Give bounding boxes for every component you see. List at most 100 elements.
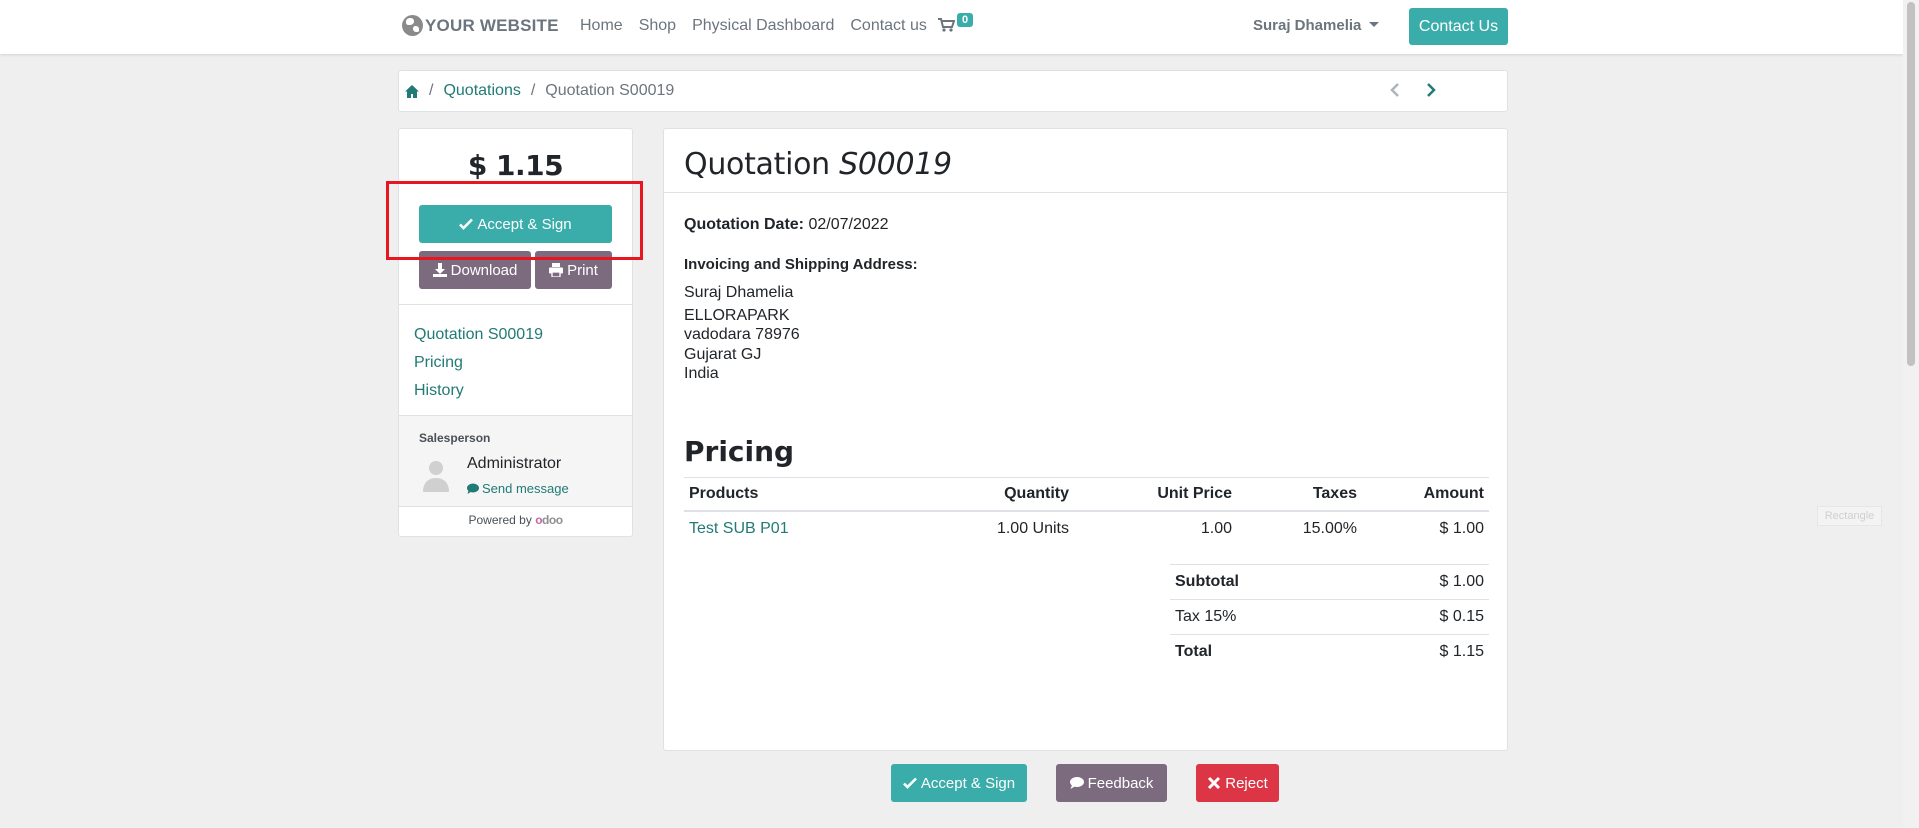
sidebar-accept-sign-button[interactable]: Accept & Sign	[419, 205, 612, 243]
address-title: Invoicing and Shipping Address:	[684, 256, 918, 273]
feedback-label: Feedback	[1087, 774, 1154, 792]
totals-table: Subtotal $ 1.00 Tax 15% $ 0.15 Total $ 1…	[1170, 564, 1489, 670]
reject-button[interactable]: Reject	[1196, 764, 1279, 802]
sidebar-divider	[399, 304, 632, 305]
site-logo[interactable]: YOUR WEBSITE	[402, 15, 559, 36]
reject-label: Reject	[1225, 774, 1268, 792]
quotation-date: Quotation Date: 02/07/2022	[684, 216, 889, 234]
table-header-row: Products Quantity Unit Price Taxes Amoun…	[684, 477, 1489, 512]
header-quantity: Quantity	[914, 477, 1074, 512]
tax-label: Tax 15%	[1170, 599, 1354, 635]
scrollbar-thumb[interactable]	[1907, 2, 1915, 366]
comment-icon	[467, 483, 479, 494]
total-label: Total	[1170, 634, 1354, 670]
check-icon	[902, 777, 917, 789]
header-taxes: Taxes	[1237, 477, 1362, 512]
sidebar-nav: Quotation S00019 Pricing History	[414, 321, 543, 405]
chevron-left-icon[interactable]	[1389, 82, 1401, 98]
breadcrumb-separator: /	[429, 82, 434, 99]
record-pager	[1389, 82, 1437, 98]
header-products: Products	[684, 477, 914, 512]
cart-count-badge: 0	[957, 13, 974, 27]
user-menu-dropdown[interactable]: Suraj Dhamelia	[1253, 17, 1380, 34]
quotation-date-value: 02/07/2022	[808, 216, 889, 233]
sidebar-divider	[399, 415, 632, 416]
address-line: India	[684, 365, 719, 382]
page-title: Quotation S00019	[684, 147, 952, 182]
send-message-link[interactable]: Send message	[467, 481, 569, 496]
address-line: ELLORAPARK	[684, 306, 790, 324]
nav-links: Home Shop Physical Dashboard Contact us	[580, 17, 943, 35]
header-amount: Amount	[1362, 477, 1489, 512]
sidebar-nav-quotation[interactable]: Quotation S00019	[414, 326, 543, 343]
close-icon	[1208, 776, 1221, 790]
cell-quantity: 1.00 Units	[996, 520, 1069, 537]
nav-link-physical-dashboard[interactable]: Physical Dashboard	[692, 17, 835, 34]
sidebar-nav-history[interactable]: History	[414, 382, 464, 399]
breadcrumb-separator: /	[530, 82, 536, 99]
globe-icon	[402, 15, 423, 36]
chevron-right-icon[interactable]	[1425, 82, 1437, 98]
quotation-date-label: Quotation Date:	[684, 216, 804, 233]
quotation-card: Quotation S00019 Quotation Date: 02/07/2…	[663, 128, 1508, 751]
breadcrumb-quotations-link[interactable]: Quotations	[443, 82, 521, 99]
send-message-label: Send message	[482, 481, 569, 496]
nav-link-shop[interactable]: Shop	[638, 17, 677, 34]
top-navbar: YOUR WEBSITE Home Shop Physical Dashboar…	[0, 0, 1903, 54]
salesperson-name: Administrator	[467, 455, 562, 472]
comment-icon	[1069, 777, 1084, 789]
feedback-button[interactable]: Feedback	[1056, 764, 1167, 802]
title-divider	[664, 192, 1507, 193]
cell-amount: $ 1.00	[1439, 520, 1484, 537]
printer-icon	[549, 263, 564, 277]
page-scrollbar[interactable]	[1903, 0, 1919, 828]
header-unit-price: Unit Price	[1074, 477, 1237, 512]
pricing-title: Pricing	[684, 435, 795, 468]
cell-taxes: 15.00%	[1302, 520, 1357, 537]
address-block: Suraj Dhamelia ELLORAPARK vadodara 78976…	[684, 283, 800, 384]
nav-link-contact-us[interactable]: Contact us	[850, 17, 927, 34]
subtotal-row: Subtotal $ 1.00	[1170, 564, 1489, 600]
user-name: Suraj Dhamelia	[1253, 17, 1362, 34]
tax-value: $ 0.15	[1353, 599, 1489, 635]
title-number: S00019	[839, 147, 952, 182]
odoo-logo[interactable]: odoo	[535, 513, 563, 527]
powered-by-label: Powered by	[468, 513, 532, 527]
caret-down-icon	[1369, 22, 1380, 27]
total-value: $ 1.15	[1353, 634, 1489, 670]
address-line: vadodara 78976	[684, 326, 800, 343]
cart-link[interactable]: 0	[938, 13, 974, 33]
product-link[interactable]: Test SUB P01	[689, 520, 789, 537]
nav-link-home[interactable]: Home	[580, 17, 623, 34]
print-label: Print	[567, 261, 598, 279]
odoo-logo-o: o	[535, 513, 543, 527]
total-amount: $ 1.15	[467, 149, 564, 182]
address-line: Gujarat GJ	[684, 345, 762, 363]
quotation-sidebar: $ 1.15 Accept & Sign Download Print Quot…	[398, 128, 633, 537]
contact-us-button[interactable]: Contact Us	[1409, 8, 1508, 45]
salesperson-title: Salesperson	[419, 431, 491, 445]
check-icon	[459, 218, 474, 230]
bottom-accept-sign-button[interactable]: Accept & Sign	[891, 764, 1027, 802]
table-row: Test SUB P01 1.00 Units 1.00 15.00% $ 1.…	[684, 511, 1489, 546]
breadcrumb-current: Quotation S00019	[545, 82, 675, 99]
rectangle-tool-label: Rectangle	[1817, 506, 1882, 526]
shopping-cart-icon	[938, 18, 955, 32]
logo-text: YOUR WEBSITE	[425, 15, 559, 35]
title-prefix: Quotation	[684, 147, 830, 182]
powered-by-footer: Powered by odoo	[399, 513, 632, 527]
accept-sign-label: Accept & Sign	[477, 215, 572, 233]
subtotal-label: Subtotal	[1170, 564, 1354, 600]
avatar	[421, 456, 451, 492]
download-icon	[432, 263, 447, 277]
odoo-logo-rest: doo	[542, 513, 563, 527]
sidebar-nav-pricing[interactable]: Pricing	[414, 354, 463, 371]
download-label: Download	[450, 261, 518, 279]
sidebar-divider	[399, 506, 632, 507]
pricing-table: Products Quantity Unit Price Taxes Amoun…	[684, 477, 1489, 546]
total-row: Total $ 1.15	[1170, 634, 1489, 670]
home-icon[interactable]	[405, 84, 419, 98]
breadcrumb: / Quotations / Quotation S00019	[398, 70, 1508, 112]
address-line: Suraj Dhamelia	[684, 284, 794, 301]
highlight-annotation	[386, 181, 643, 260]
